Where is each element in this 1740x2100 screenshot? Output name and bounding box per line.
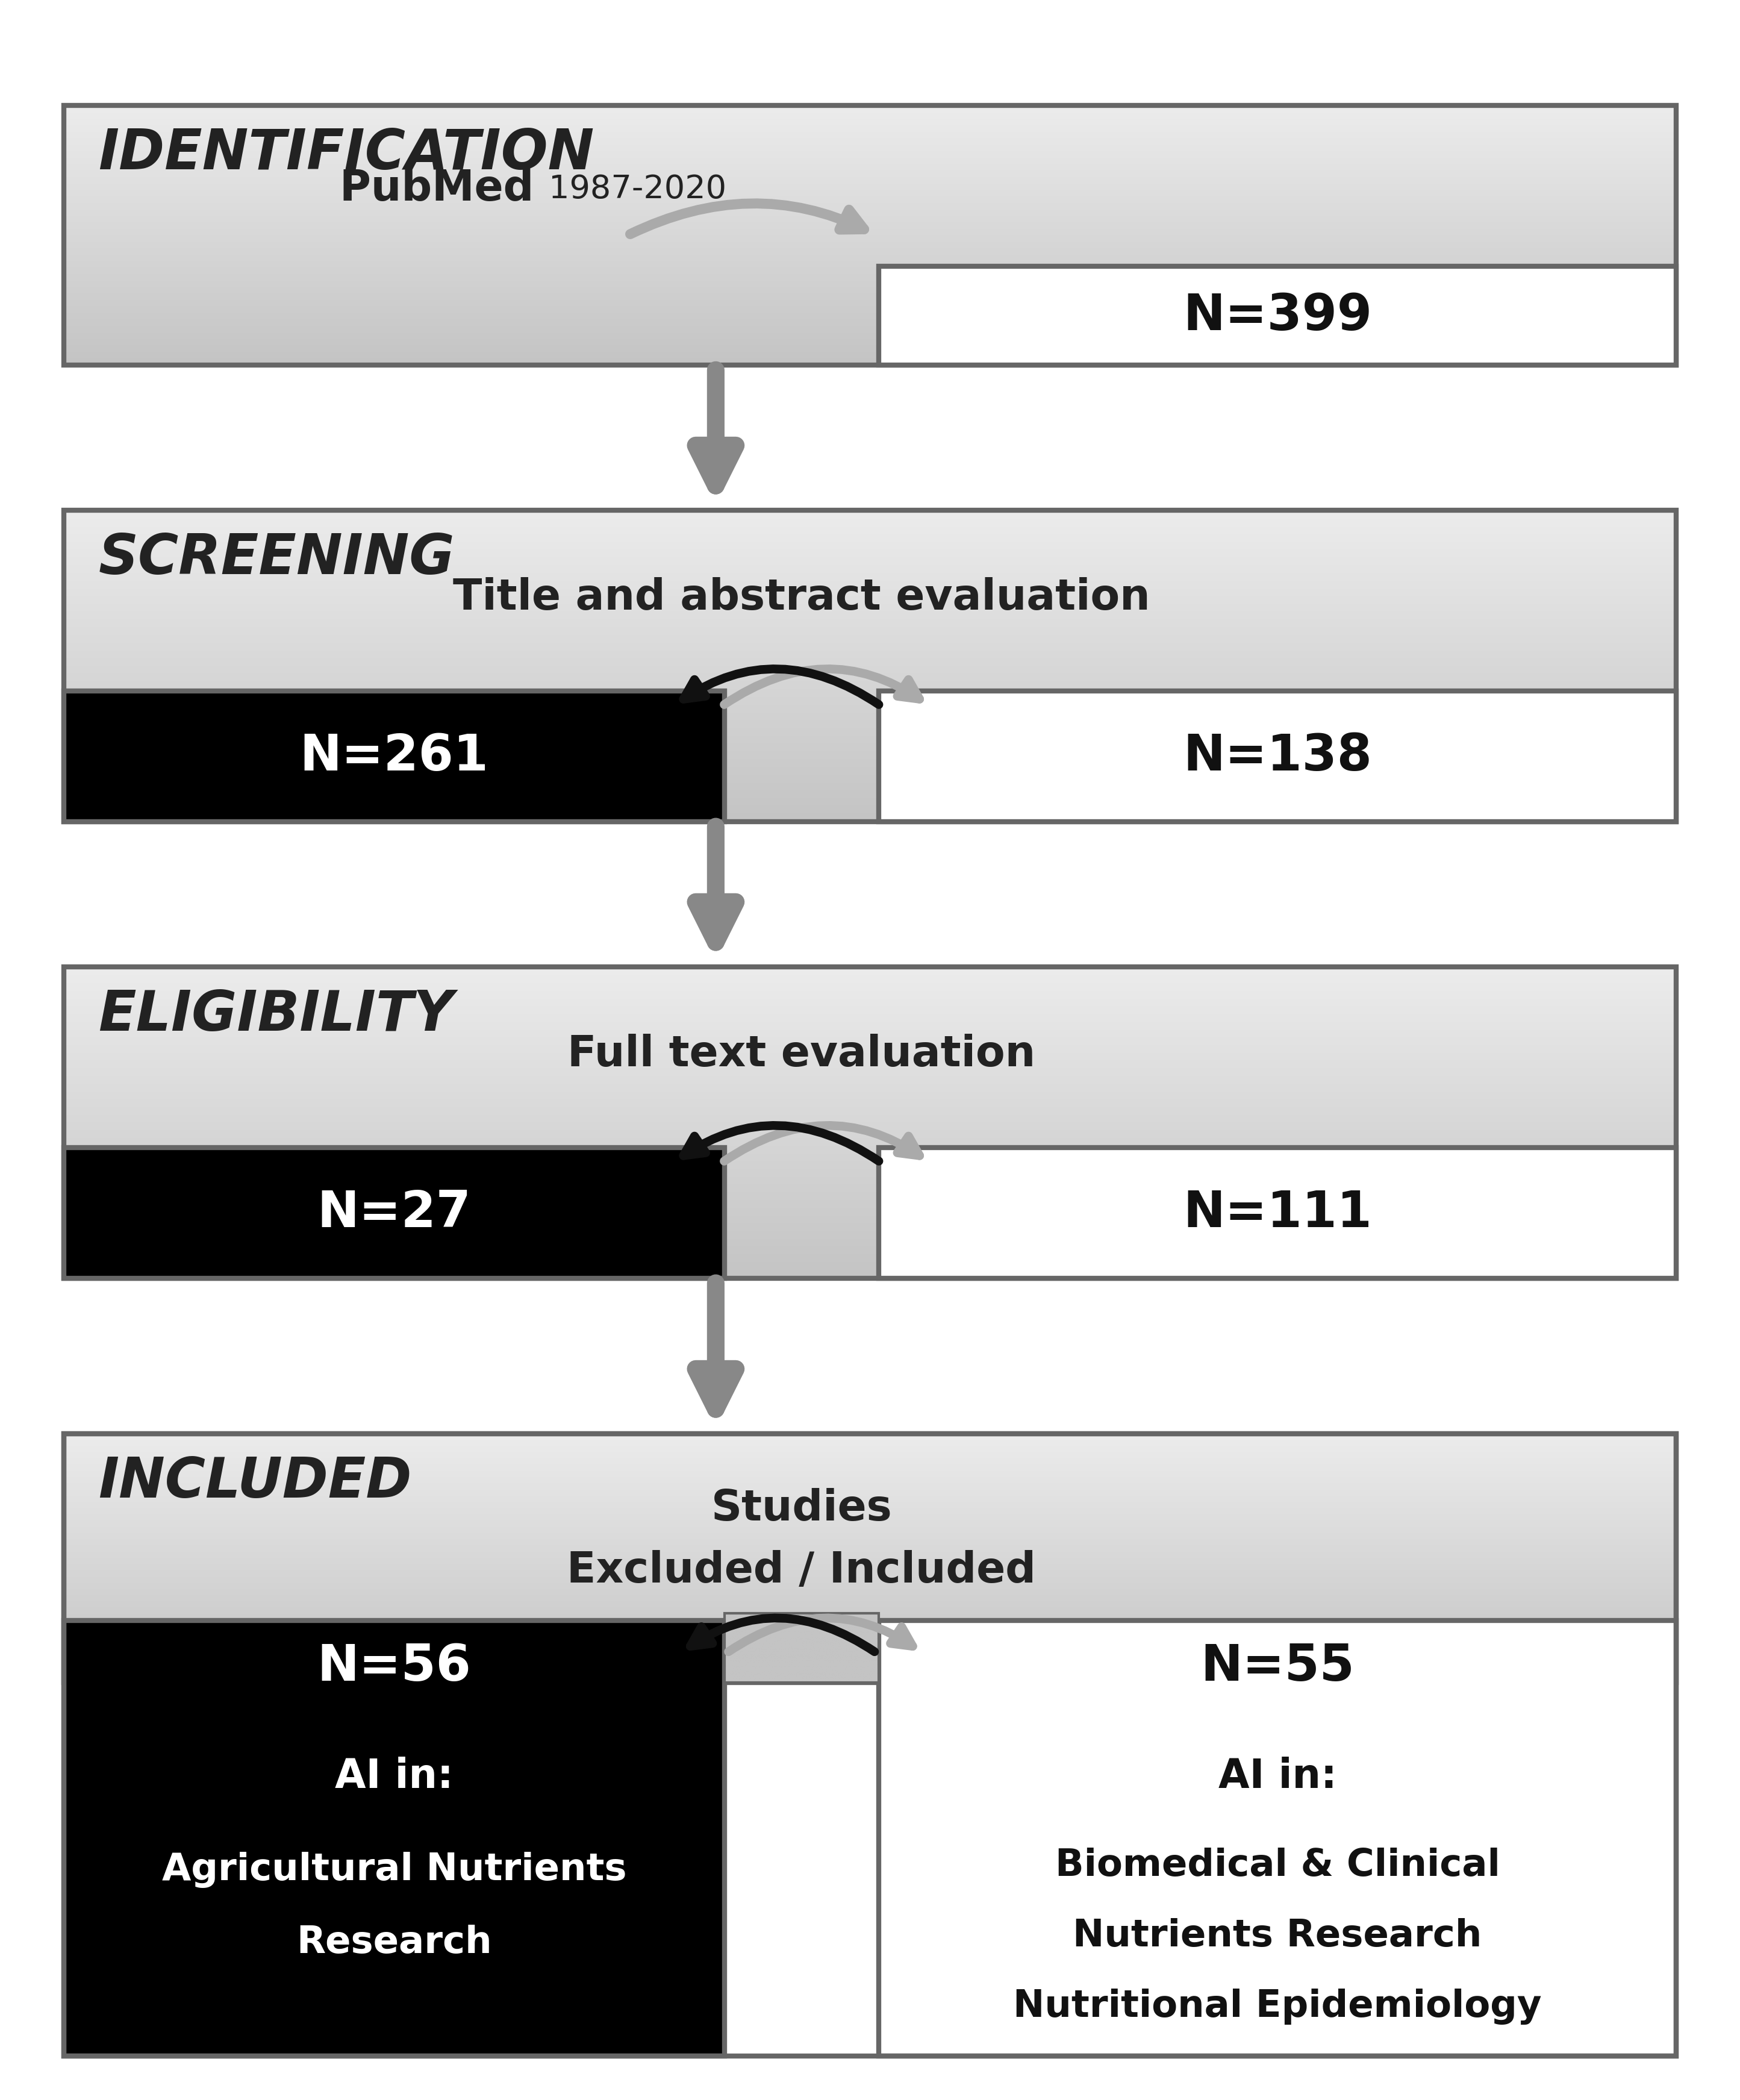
Text: 1987-2020: 1987-2020 xyxy=(548,174,726,204)
Text: N=111: N=111 xyxy=(1183,1189,1371,1237)
Text: ELIGIBILITY: ELIGIBILITY xyxy=(97,987,454,1042)
Text: AI in:: AI in: xyxy=(1218,1756,1336,1796)
Text: N=261: N=261 xyxy=(299,733,489,781)
Text: Studies: Studies xyxy=(712,1487,893,1529)
Bar xyxy=(64,691,724,821)
Bar xyxy=(879,1621,1676,2056)
Text: Nutrients Research: Nutrients Research xyxy=(1074,1917,1482,1955)
Bar xyxy=(64,966,1676,1279)
Bar xyxy=(879,1147,1676,1279)
Text: N=55: N=55 xyxy=(1201,1642,1354,1691)
Bar xyxy=(64,1434,1676,2056)
Text: Research: Research xyxy=(296,1924,492,1959)
Bar xyxy=(879,691,1676,821)
Text: Title and abstract evaluation: Title and abstract evaluation xyxy=(452,578,1150,620)
Text: Biomedical & Clinical: Biomedical & Clinical xyxy=(1054,1848,1500,1884)
Bar xyxy=(879,267,1676,365)
Text: N=399: N=399 xyxy=(1183,292,1371,340)
Text: SCREENING: SCREENING xyxy=(97,531,454,586)
Text: N=56: N=56 xyxy=(317,1642,472,1691)
Text: Full text evaluation: Full text evaluation xyxy=(567,1033,1035,1075)
Text: IDENTIFICATION: IDENTIFICATION xyxy=(97,126,593,181)
Text: AI in:: AI in: xyxy=(334,1756,454,1796)
Bar xyxy=(64,105,1676,365)
Text: N=27: N=27 xyxy=(317,1189,472,1237)
Text: PubMed: PubMed xyxy=(339,168,548,210)
Bar xyxy=(64,1621,724,2056)
Bar xyxy=(724,1613,879,1682)
Text: INCLUDED: INCLUDED xyxy=(97,1455,412,1508)
Text: Agricultural Nutrients: Agricultural Nutrients xyxy=(162,1852,626,1888)
Text: Nutritional Epidemiology: Nutritional Epidemiology xyxy=(1013,1989,1542,2024)
Bar xyxy=(64,1434,1676,1682)
Bar xyxy=(64,1147,724,1279)
Text: Excluded / Included: Excluded / Included xyxy=(567,1550,1035,1592)
Text: N=138: N=138 xyxy=(1183,733,1371,781)
Bar xyxy=(64,510,1676,821)
